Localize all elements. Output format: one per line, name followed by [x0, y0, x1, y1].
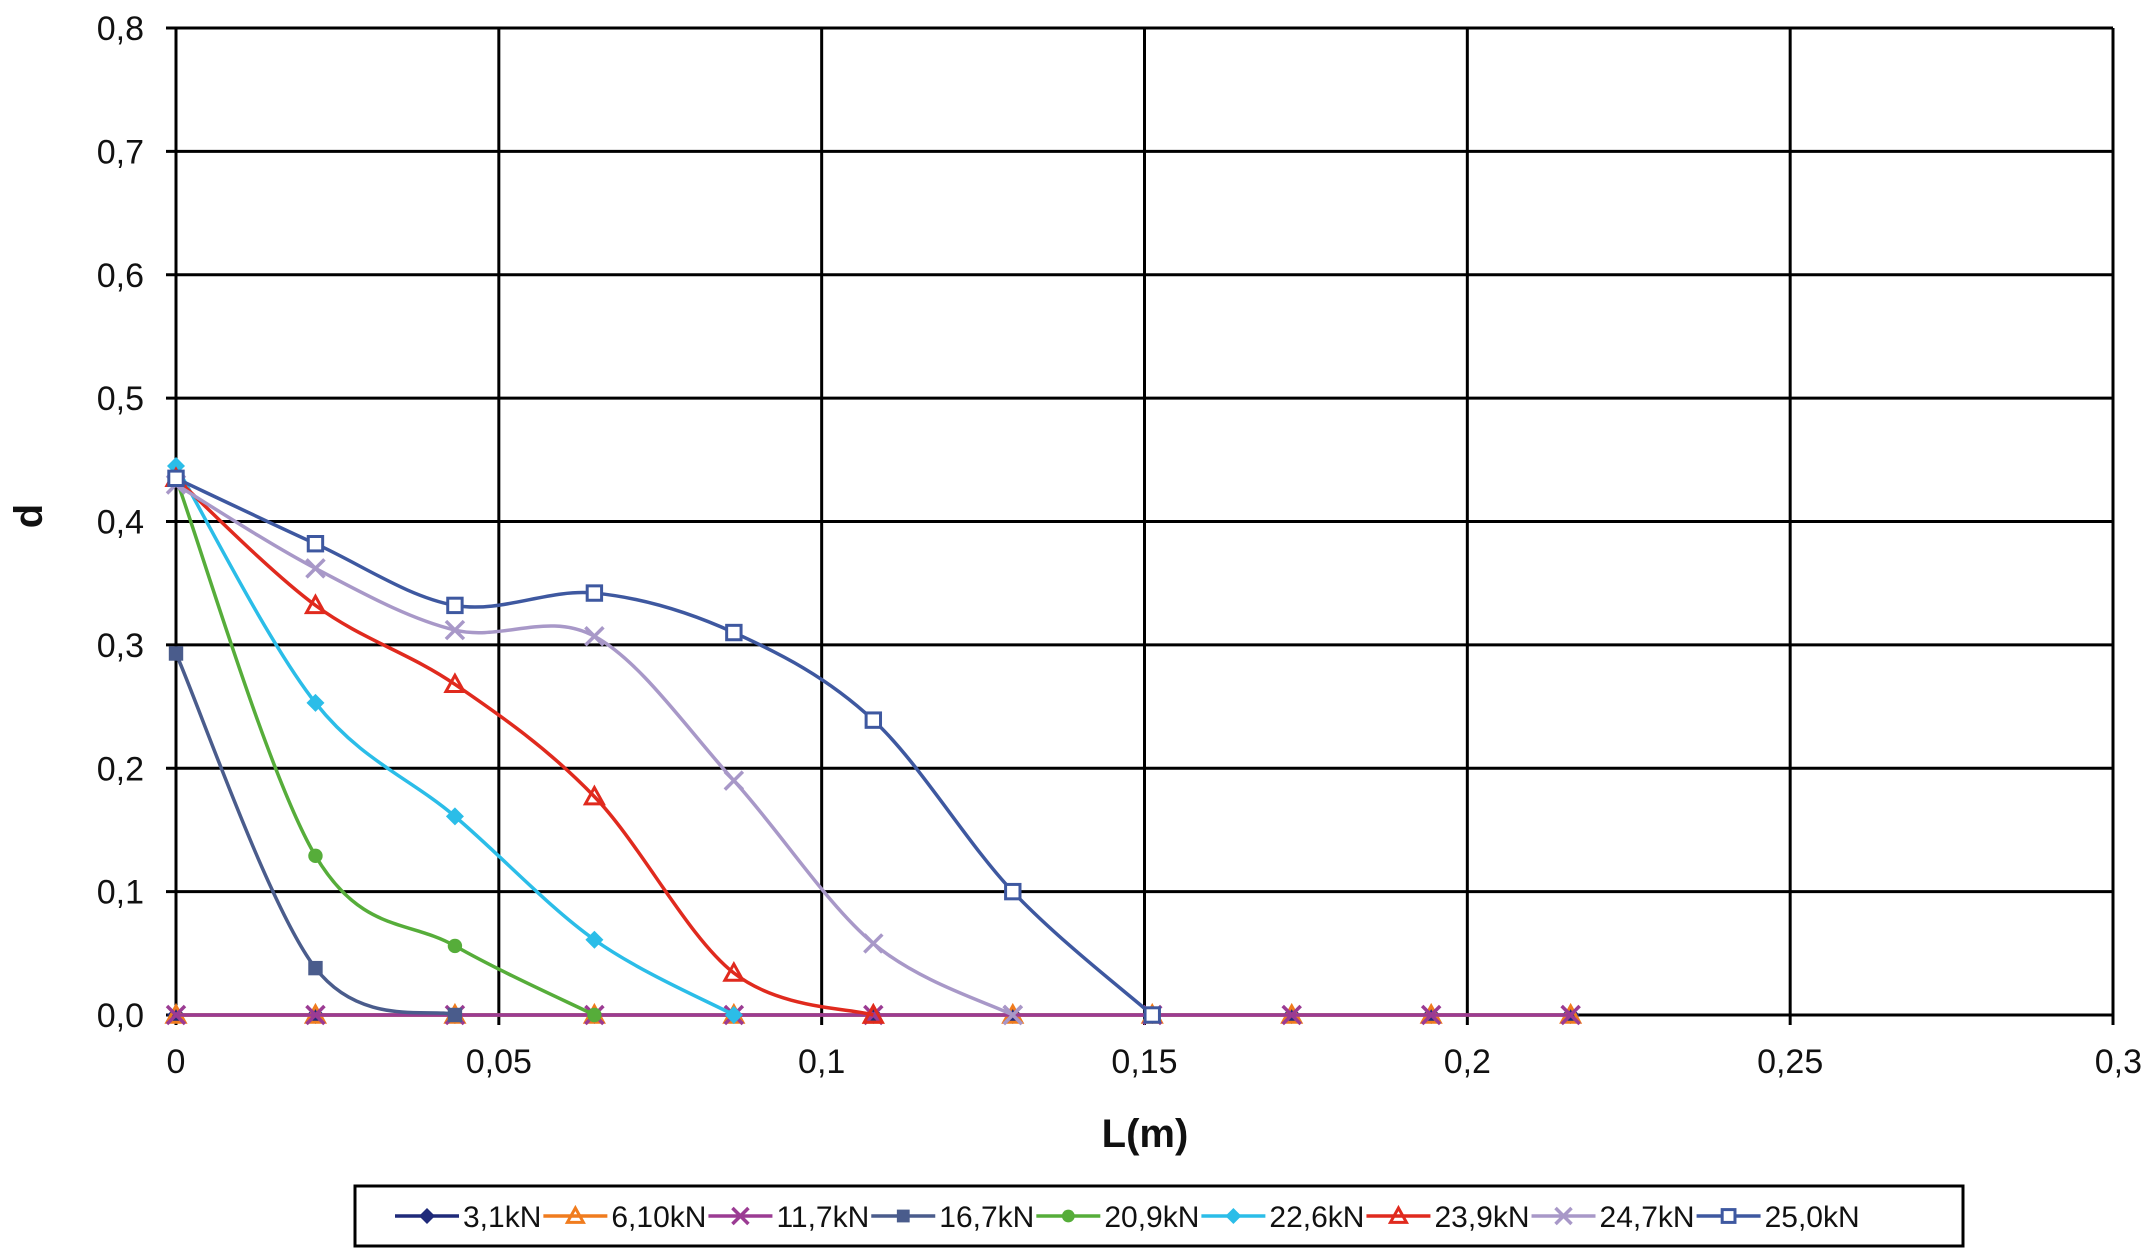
legend-item: 22,6kN: [1201, 1201, 1364, 1234]
data-point: [587, 1007, 602, 1023]
data-point: [1554, 1206, 1573, 1226]
data-point: [1281, 1004, 1302, 1026]
y-tick-label: 0,2: [97, 750, 144, 788]
data-point: [308, 848, 323, 864]
data-point: [1560, 1004, 1581, 1026]
legend-item: 24,7kN: [1531, 1201, 1695, 1234]
data-point: [308, 960, 323, 976]
data-point: [445, 807, 464, 826]
data-point: [731, 1206, 750, 1226]
y-tick-label: 0,0: [97, 997, 144, 1035]
legend-label: 25,0kN: [1765, 1201, 1860, 1234]
y-tick-label: 0,5: [97, 380, 144, 418]
data-point: [582, 784, 606, 806]
x-tick-label: 0,15: [1111, 1043, 1177, 1081]
data-point: [1061, 1209, 1075, 1223]
data-point: [585, 584, 604, 602]
x-tick-label: 0,1: [798, 1043, 845, 1081]
data-point: [303, 593, 328, 615]
series-line: [174, 652, 456, 1017]
x-axis-ticks: 0 0,05 0,1 0,15 0,2 0,25 0,3: [167, 1015, 2142, 1081]
y-tick-label: 0,8: [97, 10, 144, 48]
y-tick-label: 0,3: [97, 627, 144, 665]
x-tick-label: 0,05: [466, 1043, 532, 1081]
data-point: [725, 623, 743, 642]
legend: 3,1kN 6,10kN 11,7kN 16,7kN 20,9kN 22,6kN 23,9k…: [353, 1184, 1965, 1248]
legend-label: 22,6kN: [1269, 1201, 1364, 1234]
data-point: [1720, 1208, 1737, 1224]
series-20-9kn: [168, 471, 602, 1023]
legend-label: 20,9kN: [1104, 1201, 1199, 1234]
legend-label: 3,1kN: [463, 1201, 541, 1234]
data-point: [419, 1208, 435, 1224]
series-23-9kn: [164, 466, 885, 1024]
legend-label: 6,10kN: [611, 1201, 706, 1234]
legend-item: 16,7kN: [871, 1201, 1034, 1234]
data-point: [306, 535, 325, 553]
legend-box: [353, 1184, 1965, 1248]
data-point: [447, 1007, 463, 1023]
data-point: [165, 1004, 187, 1026]
x-tick-label: 0: [167, 1043, 186, 1081]
data-point: [896, 1209, 910, 1223]
x-tick-label: 0,3: [2095, 1043, 2142, 1081]
data-point: [1004, 882, 1022, 901]
data-point: [863, 933, 884, 954]
series-line: [175, 476, 1154, 1017]
data-point: [1420, 1004, 1442, 1026]
data-point: [306, 693, 325, 712]
data-point: [443, 672, 467, 694]
series-16-7kn: [168, 646, 463, 1023]
data-point: [1002, 1004, 1024, 1026]
legend-item: 23,9kN: [1366, 1201, 1530, 1234]
series-line: [174, 477, 596, 1017]
data-point: [861, 1002, 885, 1024]
series-22-6kn: [167, 456, 743, 1024]
data-point: [723, 770, 745, 791]
data-point: [1143, 1006, 1161, 1024]
data-point: [724, 1006, 743, 1024]
data-point: [305, 558, 326, 579]
data-point: [864, 711, 883, 729]
y-tick-label: 0,4: [97, 504, 144, 542]
x-tick-label: 0,2: [1444, 1043, 1491, 1081]
y-tick-label: 0,1: [97, 874, 144, 912]
legend-item: 6,10kN: [543, 1201, 706, 1234]
legend-label: 24,7kN: [1600, 1201, 1695, 1234]
data-point: [585, 930, 604, 949]
data-point: [584, 626, 605, 647]
legend-item: 3,1kN: [395, 1201, 541, 1234]
data-point: [446, 596, 464, 615]
data-point: [447, 938, 463, 954]
legend-label: 11,7kN: [776, 1201, 869, 1234]
grid-lines: [174, 26, 2115, 1017]
series-lines: [164, 456, 1583, 1026]
legend-item: 11,7kN: [708, 1201, 869, 1234]
data-point: [305, 1004, 326, 1026]
data-point: [168, 646, 184, 661]
y-axis-ticks: 0,0 0,1 0,2 0,3 0,4 0,5 0,6 0,7 0,8: [97, 10, 176, 1035]
y-axis-title: d: [7, 504, 51, 528]
data-point: [1225, 1208, 1242, 1224]
legend-item: 25,0kN: [1696, 1201, 1860, 1234]
legend-label: 23,9kN: [1434, 1201, 1529, 1234]
data-point: [444, 619, 466, 641]
legend-item: 20,9kN: [1036, 1201, 1199, 1234]
data-point: [1387, 1204, 1410, 1224]
y-tick-label: 0,6: [97, 257, 144, 295]
x-axis-title: L(m): [1102, 1112, 1189, 1156]
data-point: [564, 1204, 586, 1224]
x-tick-label: 0,25: [1757, 1043, 1823, 1081]
series-25-0kn: [167, 469, 1161, 1024]
legend-label: 16,7kN: [939, 1201, 1034, 1234]
series-line: [174, 465, 735, 1017]
data-point: [722, 960, 746, 982]
series-line: [174, 477, 874, 1017]
data-point: [167, 469, 185, 488]
y-tick-label: 0,7: [97, 133, 144, 171]
